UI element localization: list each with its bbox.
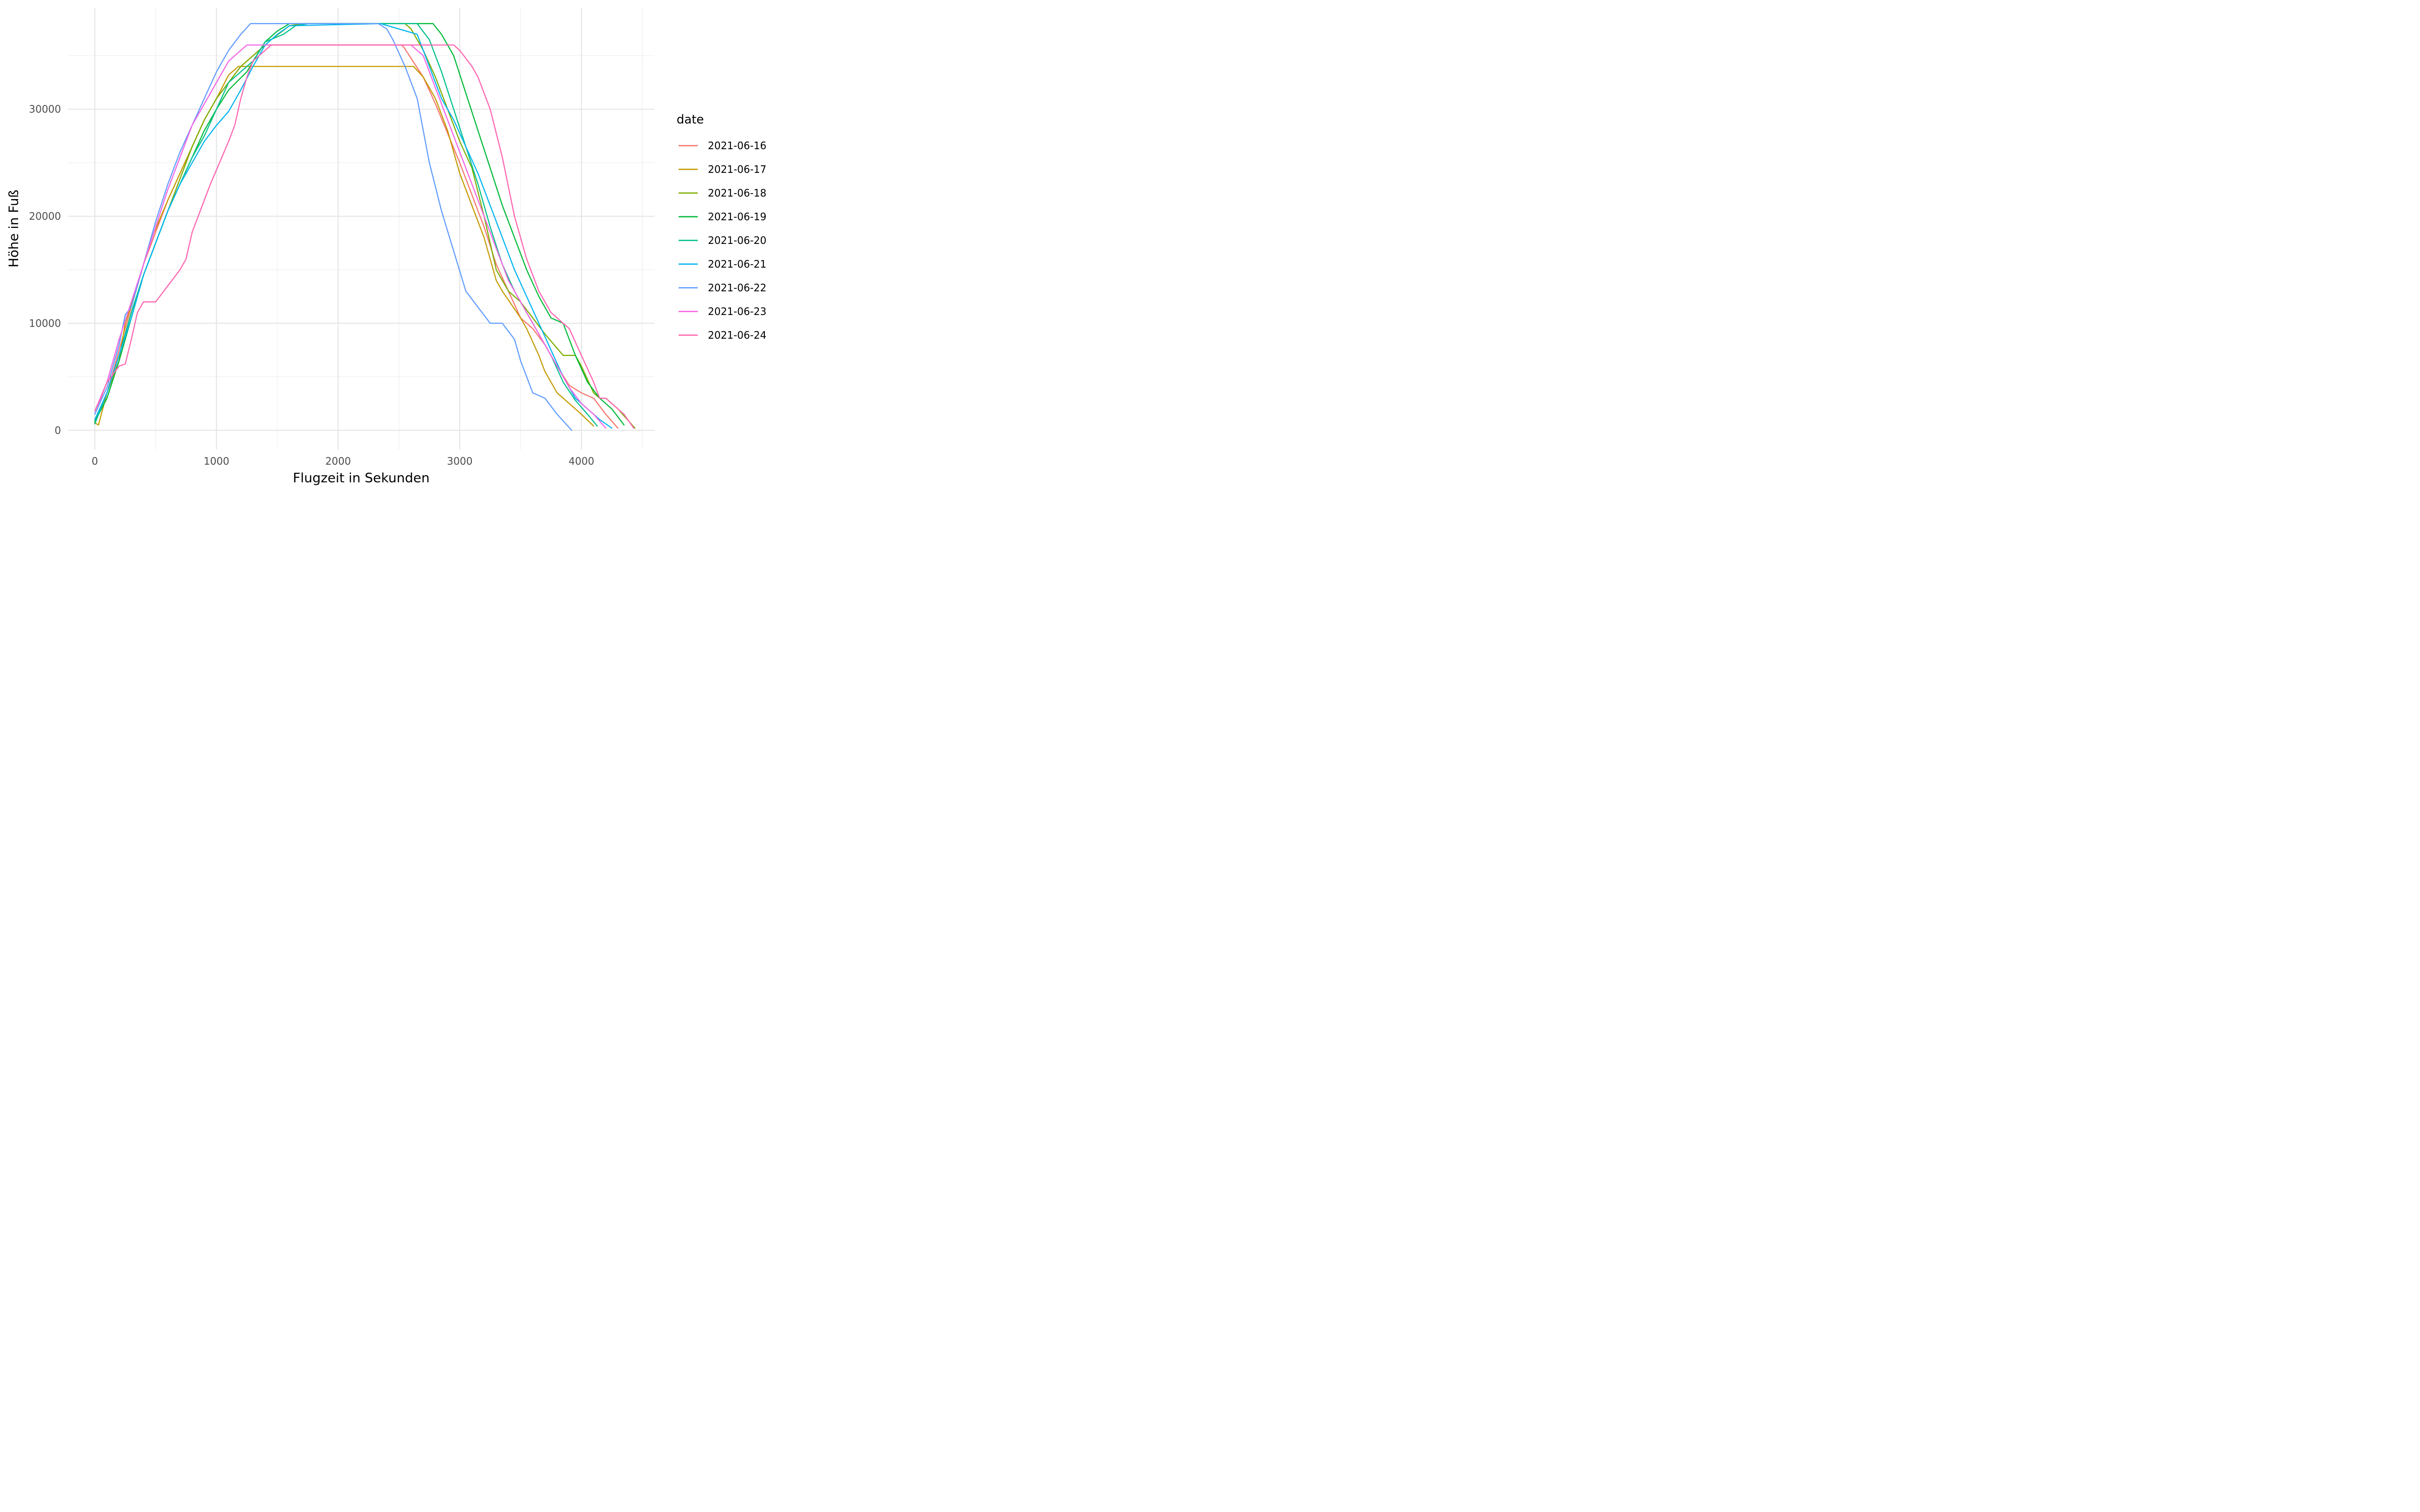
x-tick-label: 2000 <box>325 455 351 467</box>
x-axis-title: Flugzeit in Sekunden <box>293 471 430 486</box>
series-line-2021-06-24 <box>94 44 635 429</box>
legend-title: date <box>677 112 704 127</box>
legend-label: 2021-06-21 <box>708 258 766 270</box>
legend-label: 2021-06-19 <box>708 211 766 223</box>
legend-label: 2021-06-24 <box>708 329 766 341</box>
legend-label: 2021-06-16 <box>708 140 766 152</box>
legend-label: 2021-06-22 <box>708 282 766 294</box>
y-tick-label: 20000 <box>29 210 61 222</box>
x-tick-label: 1000 <box>204 455 229 467</box>
series-lines <box>94 23 636 431</box>
legend-label: 2021-06-17 <box>708 163 766 175</box>
x-tick-label: 0 <box>92 455 98 467</box>
y-tick-label: 10000 <box>29 317 61 329</box>
legend-label: 2021-06-20 <box>708 234 766 246</box>
x-axis-ticks: 0 1000 2000 3000 4000 <box>92 455 594 467</box>
series-line-2021-06-17 <box>94 66 594 427</box>
series-line-2021-06-23 <box>94 44 607 429</box>
y-tick-label: 0 <box>54 424 61 436</box>
series-line-2021-06-19 <box>94 23 625 426</box>
x-tick-label: 3000 <box>447 455 472 467</box>
legend-label: 2021-06-23 <box>708 305 766 318</box>
series-line-2021-06-21 <box>94 23 613 429</box>
y-axis-title: Höhe in Fuß <box>7 190 22 268</box>
y-tick-label: 30000 <box>29 103 61 115</box>
legend: date 2021-06-16 2021-06-17 2021-06-18 2021-… <box>677 112 766 341</box>
series-line-2021-06-16 <box>94 44 619 429</box>
x-tick-label: 4000 <box>569 455 594 467</box>
series-line-2021-06-18 <box>94 23 636 429</box>
legend-label: 2021-06-18 <box>708 187 766 199</box>
series-line-2021-06-22 <box>94 23 572 431</box>
y-axis-ticks: 0 10000 20000 30000 <box>29 103 61 436</box>
line-chart: 0 1000 2000 3000 4000 0 10000 20000 30000 Flugz… <box>7 8 766 486</box>
